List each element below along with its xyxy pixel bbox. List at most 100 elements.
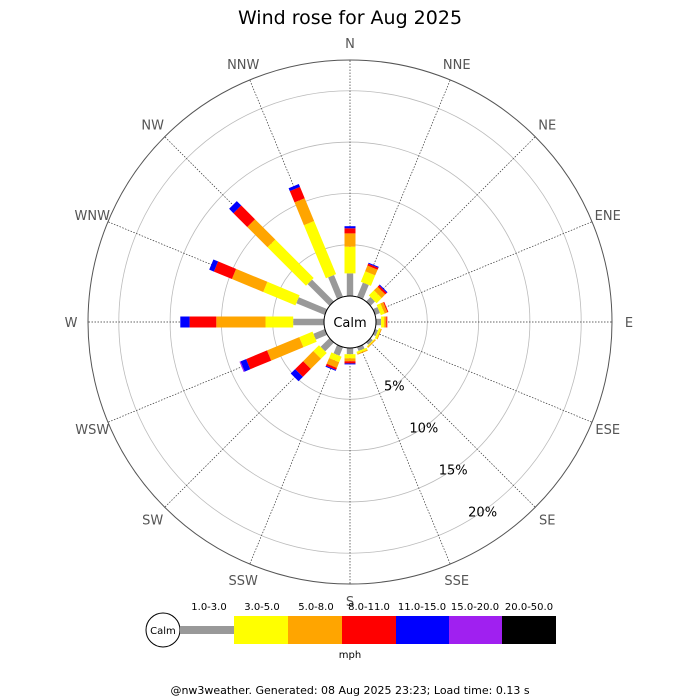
grid-spoke bbox=[359, 79, 451, 299]
footer-text: @nw3weather. Generated: 08 Aug 2025 23:2… bbox=[170, 684, 529, 697]
grid-spoke bbox=[249, 345, 341, 565]
direction-label-se: SE bbox=[539, 513, 555, 528]
bar-ne-1.0-3.0 bbox=[366, 297, 375, 306]
bar-nne-8.0-11.0 bbox=[367, 263, 379, 270]
legend-bin-label: 5.0-8.0 bbox=[298, 602, 333, 613]
bar-nw-3.0-5.0 bbox=[267, 239, 314, 286]
legend-swatch-15.0-20.0 bbox=[449, 616, 503, 644]
bar-w-5.0-8.0 bbox=[216, 316, 266, 328]
bar-nnw-5.0-8.0 bbox=[294, 198, 315, 226]
direction-label-s: S bbox=[346, 595, 354, 610]
legend-swatch-20.0-50.0 bbox=[502, 616, 556, 644]
grid-outer-ring bbox=[87, 59, 613, 585]
grid-spoke bbox=[368, 340, 536, 508]
grid-spoke bbox=[373, 331, 593, 423]
bar-ene-3.0-5.0 bbox=[376, 303, 385, 316]
direction-label-nw: NW bbox=[141, 119, 164, 134]
bar-s-5.0-8.0 bbox=[344, 358, 356, 362]
bar-s-8.0-11.0 bbox=[344, 361, 356, 364]
bar-ese-3.0-5.0 bbox=[374, 328, 381, 339]
grid-spoke bbox=[368, 136, 536, 304]
bar-s-1.0-3.0 bbox=[346, 348, 354, 355]
legend-calm-label: Calm bbox=[150, 626, 176, 637]
bar-ssw-11.0-15.0 bbox=[325, 365, 337, 371]
legend-swatch-3.0-5.0 bbox=[234, 616, 288, 644]
bar-sse-1.0-3.0 bbox=[357, 344, 365, 351]
bar-ssw-3.0-5.0 bbox=[329, 352, 342, 363]
direction-label-w: W bbox=[65, 316, 78, 331]
bar-ese-1.0-3.0 bbox=[372, 329, 379, 337]
bar-s-11.0-15.0 bbox=[344, 363, 356, 365]
bar-sw-5.0-8.0 bbox=[303, 351, 321, 369]
bar-wsw-5.0-8.0 bbox=[267, 337, 304, 361]
wind-bars bbox=[180, 184, 389, 382]
bar-wsw-8.0-11.0 bbox=[246, 350, 272, 370]
bar-n-5.0-8.0 bbox=[344, 233, 356, 247]
legend-swatch-11.0-15.0 bbox=[396, 616, 450, 644]
bar-nw-8.0-11.0 bbox=[233, 205, 255, 227]
grid-spoke bbox=[373, 221, 593, 313]
bar-w-3.0-5.0 bbox=[265, 316, 294, 328]
calm-label: Calm bbox=[333, 316, 366, 331]
bar-nw-1.0-3.0 bbox=[307, 279, 334, 306]
speed-legend: Calm 1.0-3.0 3.0-5.0 5.0-8.0 8.0-11.0 11.0-15… bbox=[145, 602, 556, 661]
bar-wsw-1.0-3.0 bbox=[313, 329, 328, 340]
bar-w-1.0-3.0 bbox=[293, 318, 324, 326]
bar-nne-11.0-15.0 bbox=[368, 262, 379, 268]
bar-n-1.0-3.0 bbox=[346, 273, 354, 296]
chart-title: Wind rose for Aug 2025 bbox=[238, 7, 462, 29]
legend-swatch-8.0-11.0 bbox=[342, 616, 396, 644]
bar-e-1.0-3.0 bbox=[376, 318, 382, 326]
bar-ne-3.0-5.0 bbox=[368, 290, 382, 304]
bar-n-11.0-15.0 bbox=[344, 226, 356, 229]
bar-nne-5.0-8.0 bbox=[365, 265, 378, 276]
bar-nne-1.0-3.0 bbox=[357, 282, 369, 300]
legend-bin-label: 11.0-15.0 bbox=[398, 602, 446, 613]
bar-sse-5.0-8.0 bbox=[357, 349, 368, 355]
legend-bin-label: 1.0-3.0 bbox=[191, 602, 226, 613]
bar-wnw-1.0-3.0 bbox=[296, 297, 328, 315]
legend-bin-label: 20.0-50.0 bbox=[505, 602, 553, 613]
bar-w-11.0-15.0 bbox=[180, 316, 190, 328]
direction-label-n: N bbox=[345, 37, 355, 52]
direction-label-nnw: NNW bbox=[227, 58, 259, 73]
bar-ese-5.0-8.0 bbox=[376, 328, 382, 340]
legend-swatch-1-3 bbox=[180, 626, 234, 634]
bar-w-8.0-11.0 bbox=[189, 316, 217, 328]
bar-wsw-3.0-5.0 bbox=[299, 331, 317, 348]
direction-label-ne: NE bbox=[538, 119, 556, 134]
bar-wsw-15.0-20.0 bbox=[239, 361, 245, 372]
bar-wnw-8.0-11.0 bbox=[213, 261, 237, 279]
legend-bin-label: 3.0-5.0 bbox=[244, 602, 279, 613]
bar-nw-5.0-8.0 bbox=[247, 219, 276, 248]
bar-e-3.0-5.0 bbox=[381, 316, 385, 328]
legend-bin-label: 8.0-11.0 bbox=[348, 602, 390, 613]
bar-se-5.0-8.0 bbox=[367, 339, 376, 348]
bar-ne-11.0-15.0 bbox=[379, 284, 388, 293]
calm-circle: Calm bbox=[323, 295, 377, 349]
direction-label-sw: SW bbox=[142, 513, 163, 528]
bar-se-1.0-3.0 bbox=[366, 338, 373, 345]
direction-label-ese: ESE bbox=[595, 423, 620, 438]
direction-label-ene: ENE bbox=[595, 209, 621, 224]
bar-wsw-11.0-15.0 bbox=[240, 359, 251, 372]
legend-swatch-5.0-8.0 bbox=[288, 616, 342, 644]
calm-ring bbox=[323, 295, 377, 349]
bar-nnw-3.0-5.0 bbox=[303, 221, 337, 279]
radial-tick-label: 20% bbox=[468, 505, 497, 520]
bar-ssw-8.0-11.0 bbox=[325, 363, 337, 370]
direction-label-ssw: SSW bbox=[229, 574, 259, 589]
bar-sw-1.0-3.0 bbox=[320, 338, 334, 352]
bar-nnw-11.0-15.0 bbox=[288, 184, 300, 192]
bar-wnw-3.0-5.0 bbox=[263, 281, 300, 306]
direction-label-sse: SSE bbox=[444, 574, 469, 589]
direction-label-e: E bbox=[625, 316, 633, 331]
bar-s-3.0-5.0 bbox=[344, 354, 356, 359]
bar-nnw-1.0-3.0 bbox=[328, 275, 343, 300]
bar-ene-8.0-11.0 bbox=[383, 301, 389, 313]
legend-units: mph bbox=[339, 650, 361, 661]
bar-sse-3.0-5.0 bbox=[356, 347, 368, 354]
bar-n-8.0-11.0 bbox=[344, 228, 356, 234]
bar-n-3.0-5.0 bbox=[344, 246, 356, 274]
radial-tick-label: 15% bbox=[439, 463, 468, 478]
